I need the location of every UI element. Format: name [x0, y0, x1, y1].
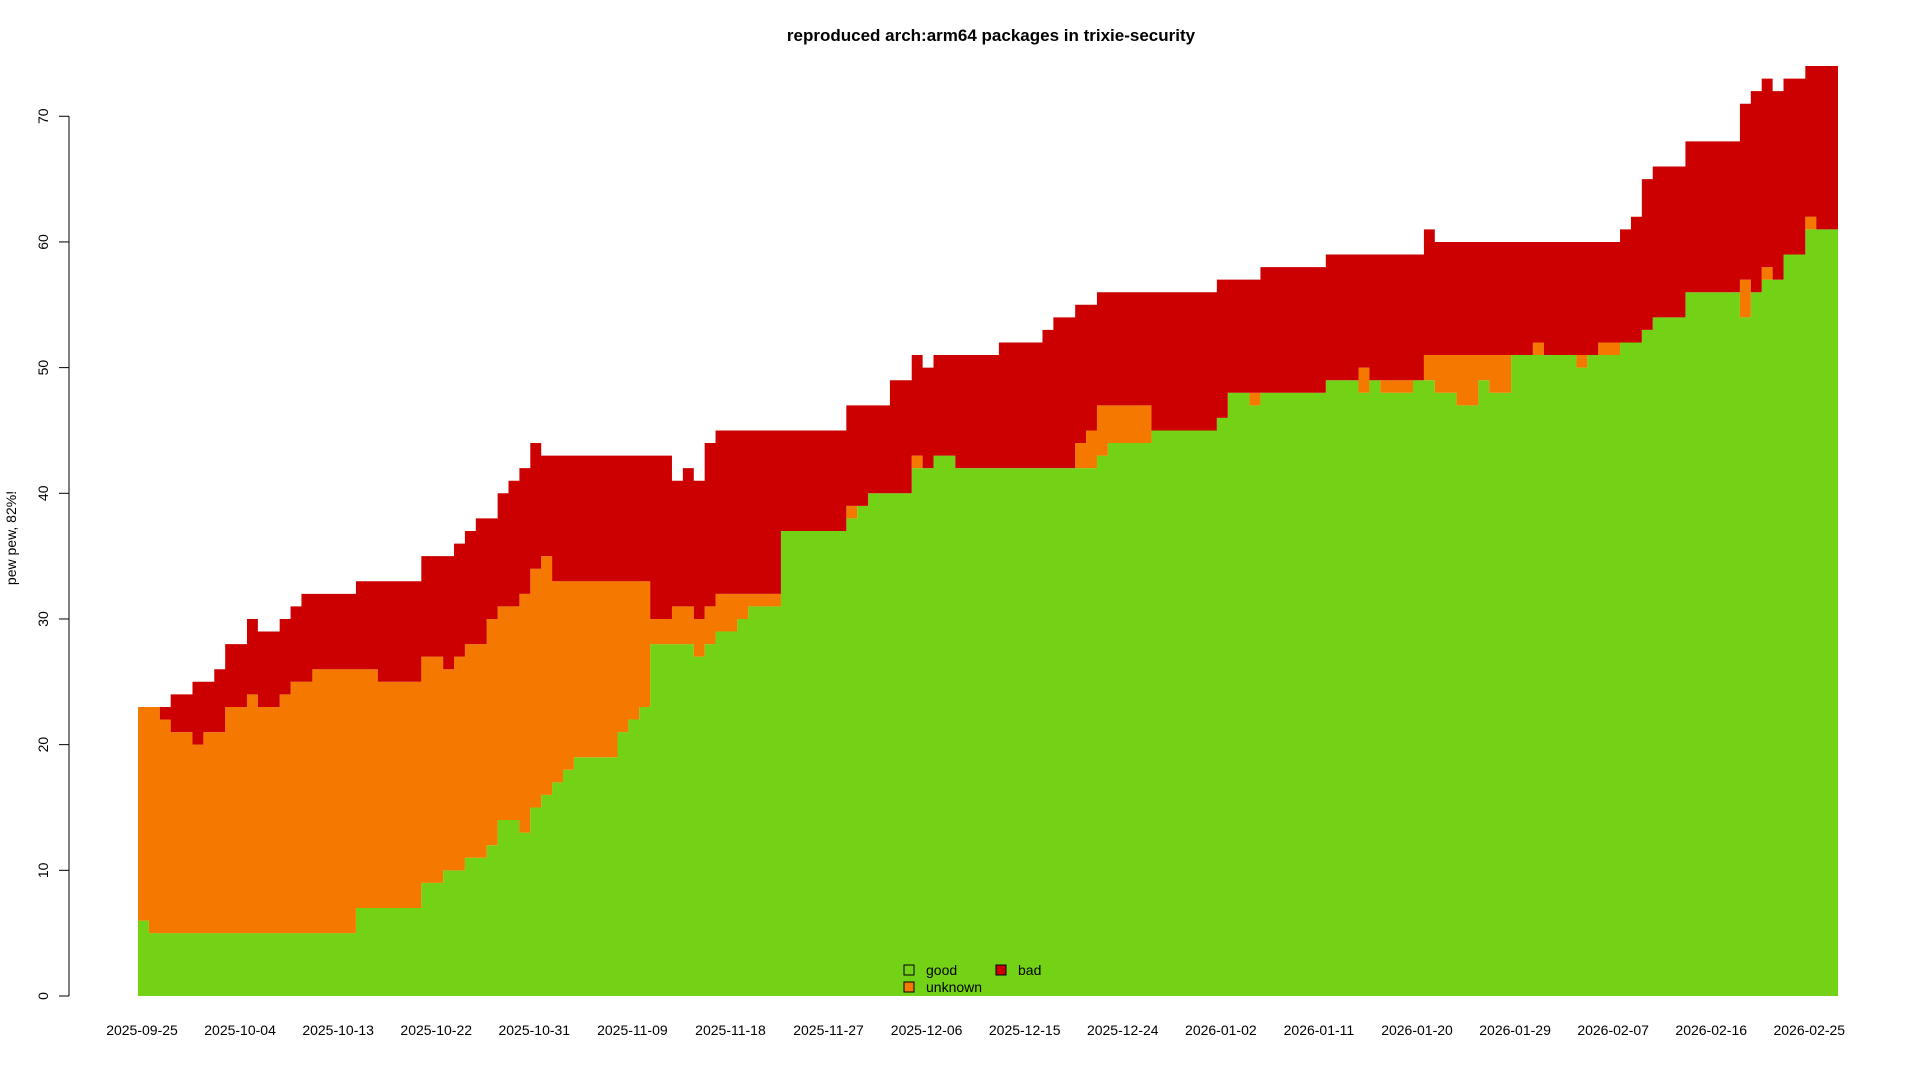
x-tick-label: 2026-01-02 [1185, 1022, 1257, 1038]
x-tick-label: 2025-09-25 [106, 1022, 178, 1038]
x-tick-label: 2026-01-11 [1284, 1022, 1355, 1038]
x-tick-label: 2026-02-07 [1577, 1022, 1649, 1038]
y-axis: 0 10 20 30 40 50 60 70 [35, 108, 70, 1000]
y-tick-label: 30 [35, 611, 51, 627]
y-tick-label: 50 [35, 360, 51, 376]
x-tick-label: 2026-01-20 [1381, 1022, 1453, 1038]
y-tick-label: 70 [35, 108, 51, 124]
x-tick-label: 2025-10-04 [204, 1022, 276, 1038]
legend-label-bad: bad [1018, 962, 1041, 978]
y-tick-label: 60 [35, 234, 51, 250]
y-axis-label: pew pew, 82%! [3, 491, 19, 585]
x-tick-label: 2025-10-22 [400, 1022, 472, 1038]
x-tick-label: 2025-11-18 [695, 1022, 766, 1038]
legend-swatch-good [903, 964, 915, 976]
legend-swatch-bad [995, 964, 1007, 976]
legend-label-unknown: unknown [926, 979, 982, 995]
y-tick-label: 0 [35, 992, 51, 1000]
chart-title: reproduced arch:arm64 packages in trixie… [787, 26, 1196, 45]
series-area-bad [138, 66, 1838, 745]
y-tick-label: 40 [35, 485, 51, 501]
x-tick-label: 2026-01-29 [1479, 1022, 1551, 1038]
x-axis: 2025-09-25 2025-10-04 2025-10-13 2025-10-22… [106, 1022, 1845, 1038]
y-tick-label: 20 [35, 737, 51, 753]
x-tick-label: 2025-12-24 [1087, 1022, 1159, 1038]
legend-swatch-unknown [903, 981, 915, 993]
x-tick-label: 2026-02-16 [1675, 1022, 1747, 1038]
x-tick-label: 2025-12-06 [891, 1022, 963, 1038]
x-tick-label: 2025-12-15 [989, 1022, 1061, 1038]
series-area-good [138, 229, 1838, 996]
x-tick-label: 2026-02-25 [1773, 1022, 1845, 1038]
x-tick-label: 2025-10-13 [302, 1022, 374, 1038]
legend-label-good: good [926, 962, 957, 978]
y-tick-label: 10 [35, 862, 51, 878]
x-tick-label: 2025-11-09 [597, 1022, 668, 1038]
series-layer [138, 66, 1838, 996]
series-area-unknown [138, 216, 1838, 934]
x-tick-label: 2025-11-27 [793, 1022, 864, 1038]
x-tick-label: 2025-10-31 [498, 1022, 570, 1038]
